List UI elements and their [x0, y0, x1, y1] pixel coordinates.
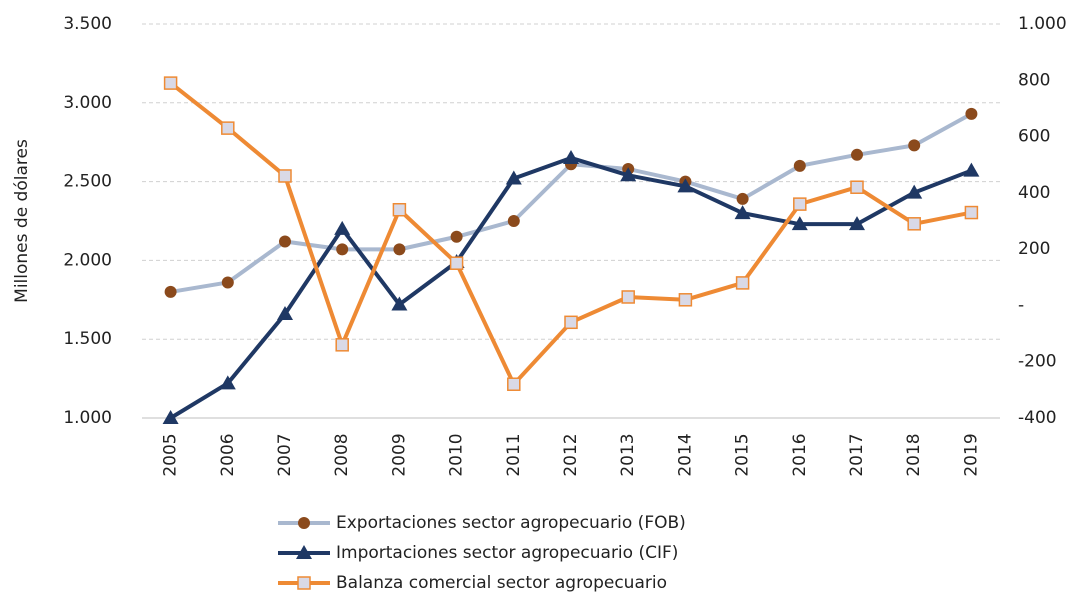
marker [620, 167, 637, 182]
marker [564, 315, 578, 330]
y2-tick-label: -400 [1018, 408, 1057, 428]
x-tick-label: 2011 [504, 433, 524, 476]
marker [297, 576, 311, 590]
marker [735, 276, 750, 290]
y2-tick-label: 800 [1018, 70, 1050, 90]
x-tick-label: 2008 [332, 433, 352, 476]
y2-tick-label: 200 [1018, 239, 1050, 259]
legend-label: Exportaciones sector agropecuario (FOB) [336, 513, 686, 533]
marker [393, 243, 406, 256]
marker [278, 169, 292, 183]
marker [334, 220, 351, 235]
marker [164, 285, 177, 298]
marker [677, 178, 694, 193]
marker [221, 276, 234, 289]
y-axis-title: Millones de dólares [12, 139, 32, 303]
x-tick-label: 2019 [961, 433, 981, 476]
marker [850, 180, 864, 194]
marker [221, 121, 235, 135]
y-tick-label: 3.000 [63, 93, 112, 113]
y-tick-label: 2.500 [63, 172, 112, 192]
x-tick-label: 2017 [847, 433, 867, 476]
marker [963, 162, 980, 177]
legend-label: Balanza comercial sector agropecuario [336, 573, 667, 593]
marker [851, 148, 863, 161]
x-tick-label: 2012 [561, 433, 581, 476]
marker [279, 235, 291, 248]
marker [392, 202, 407, 217]
marker [849, 216, 865, 231]
marker [507, 215, 520, 227]
marker [965, 107, 978, 120]
marker [335, 338, 349, 352]
y-tick-label: 3.500 [63, 14, 112, 34]
marker [391, 296, 408, 311]
legend-label: Importaciones sector agropecuario (CIF) [336, 543, 678, 563]
marker [449, 256, 464, 270]
marker [678, 293, 693, 307]
marker [298, 517, 310, 529]
marker [793, 159, 806, 172]
series-line [170, 112, 973, 294]
x-tick-label: 2007 [275, 433, 295, 476]
y-tick-label: 1.000 [63, 408, 112, 428]
marker [907, 217, 921, 231]
x-tick-label: 2013 [618, 433, 638, 476]
y-tick-label: 2.000 [63, 250, 112, 270]
marker [163, 76, 178, 90]
x-tick-label: 2018 [904, 433, 924, 476]
marker [219, 375, 236, 390]
y2-tick-label: -200 [1018, 352, 1057, 372]
x-tick-label: 2005 [161, 433, 181, 476]
marker [336, 243, 349, 256]
marker [296, 545, 312, 559]
marker [736, 192, 749, 205]
marker [507, 377, 521, 391]
x-tick-label: 2010 [447, 433, 467, 476]
marker [563, 149, 579, 164]
marker [791, 216, 808, 231]
y2-tick-label: - [1018, 295, 1024, 315]
x-tick-label: 2009 [389, 433, 409, 476]
x-tick-label: 2006 [218, 433, 238, 476]
marker [734, 205, 751, 220]
y2-tick-label: 1.000 [1018, 14, 1067, 34]
marker [450, 230, 463, 243]
marker [277, 305, 293, 320]
y2-tick-label: 600 [1018, 127, 1050, 147]
marker [505, 170, 522, 185]
x-tick-label: 2014 [675, 433, 695, 476]
marker [793, 197, 807, 211]
y-tick-label: 1.500 [63, 329, 112, 349]
x-tick-label: 2016 [790, 433, 810, 476]
marker [906, 184, 923, 199]
y2-tick-label: 400 [1018, 183, 1050, 203]
marker [162, 410, 179, 424]
marker [621, 290, 635, 304]
x-tick-label: 2015 [733, 433, 753, 476]
marker [964, 205, 979, 220]
marker [908, 139, 921, 152]
